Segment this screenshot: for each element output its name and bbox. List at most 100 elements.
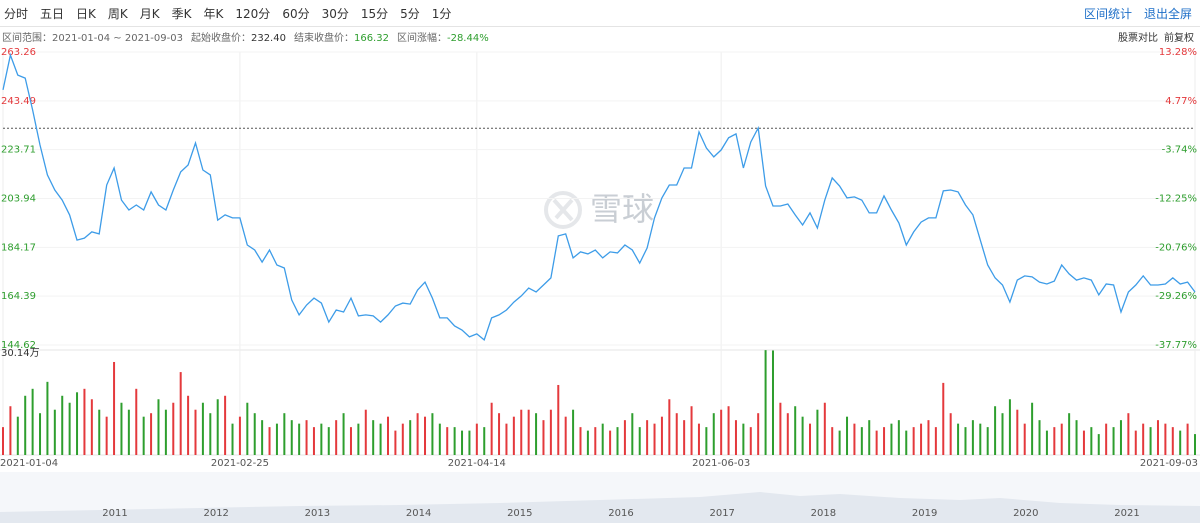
y-tick-label: 263.26 [1, 47, 36, 58]
period-tab[interactable]: 周K [107, 6, 128, 21]
volume-bar [1075, 420, 1078, 455]
period-tab[interactable]: 5分 [400, 6, 420, 21]
action[interactable]: 退出全屏 [1143, 6, 1192, 21]
period-tab[interactable]: 120分 [235, 6, 271, 21]
volume-bar [424, 416, 427, 455]
volume-bar [187, 395, 190, 455]
volume-bar [98, 409, 101, 455]
volume-bar [349, 427, 352, 455]
volume-bar [1023, 423, 1026, 455]
volume-bar [868, 420, 871, 455]
volume-bar [90, 399, 93, 455]
volume-bar [853, 423, 856, 455]
volume-bar [860, 427, 863, 455]
volume-bar [594, 427, 597, 455]
volume-bar [1142, 423, 1145, 455]
period-tab[interactable]: 月K [139, 6, 160, 21]
volume-bar [934, 427, 937, 455]
volume-bar [275, 423, 278, 455]
y2-tick-label: -20.76% [1155, 242, 1197, 253]
period-tab[interactable]: 五日 [40, 6, 65, 21]
navigator-year: 2014 [406, 508, 431, 519]
volume-bar [675, 413, 678, 455]
action[interactable]: 区间统计 [1083, 6, 1132, 21]
volume-bar [705, 427, 708, 455]
volume-bar [1171, 427, 1174, 455]
y-tick-label: 184.17 [1, 242, 36, 253]
volume-bar [1090, 427, 1093, 455]
volume-bar [846, 416, 849, 455]
volume-bar [401, 423, 404, 455]
period-tab[interactable]: 60分 [282, 6, 310, 21]
y2-tick-label: 4.77% [1165, 96, 1197, 107]
option[interactable]: 股票对比 [1118, 32, 1158, 44]
volume-bar [779, 402, 782, 455]
volume-bar [646, 420, 649, 455]
volume-bar [76, 392, 79, 455]
volume-bar [831, 427, 834, 455]
volume-bar [623, 420, 626, 455]
volume-bar [194, 409, 197, 455]
volume-bar [920, 423, 923, 455]
volume-bar [135, 388, 138, 455]
volume-bar [549, 409, 552, 455]
volume-bar [446, 427, 449, 455]
volume-bar [120, 402, 123, 455]
info-item: 起始收盘价：232.40 [191, 29, 286, 44]
info-value: 232.40 [250, 32, 286, 44]
volume-bar [1127, 413, 1130, 455]
period-tab[interactable]: 15分 [360, 6, 389, 21]
volume-bar [942, 382, 945, 455]
info-item: 区间涨幅：-28.44% [397, 29, 489, 44]
period-tab[interactable]: 30分 [321, 6, 349, 21]
volume-bar [364, 409, 367, 455]
volume-bar [905, 430, 908, 455]
y2-tick-label: -37.77% [1155, 340, 1197, 351]
volume-bar [809, 423, 812, 455]
volume-bar [1060, 423, 1063, 455]
volume-bar [268, 427, 271, 455]
volume-bar [127, 409, 130, 455]
volume-bar [1097, 434, 1100, 455]
volume-bar [1156, 420, 1159, 455]
volume-bar [616, 427, 619, 455]
period-tab[interactable]: 日K [76, 6, 96, 21]
period-tab[interactable]: 年K [203, 6, 224, 21]
volume-bar [320, 423, 323, 455]
volume-bar [720, 409, 723, 455]
volume-bar [1119, 420, 1122, 455]
volume-bar [1053, 427, 1056, 455]
volume-bar [261, 420, 264, 455]
volume-bar [609, 430, 612, 455]
volume-bar [1068, 413, 1071, 455]
volume-bar [897, 420, 900, 455]
volume-bar [660, 416, 663, 455]
volume-bar [342, 413, 345, 455]
volume-bar [1149, 427, 1152, 455]
volume-bar [771, 350, 774, 455]
period-tab[interactable]: 季K [171, 6, 192, 21]
period-tab[interactable]: 分时 [4, 6, 29, 21]
actions: 区间统计 退出全屏 [1084, 5, 1200, 22]
volume-bar [216, 399, 219, 455]
y2-tick-label: -29.26% [1155, 291, 1197, 302]
option[interactable]: 前复权 [1164, 32, 1194, 44]
volume-bar [505, 423, 508, 455]
volume-bar [150, 413, 153, 455]
volume-bar [312, 427, 315, 455]
info-label: 起始收盘价： [190, 32, 251, 44]
period-tab[interactable]: 1分 [431, 6, 452, 21]
volume-bar [31, 388, 34, 455]
volume-bar [164, 409, 167, 455]
info-label: 区间涨幅： [396, 32, 447, 44]
volume-bar [986, 427, 989, 455]
range: 区间范围：2021-01-04 ~ 2021-09-03 [2, 29, 183, 44]
watermark: 雪球 [590, 190, 654, 228]
volume-bar [253, 413, 256, 455]
volume-bar [957, 423, 960, 455]
volume-bar [527, 409, 530, 455]
volume-bar [757, 413, 760, 455]
volume-bar [1134, 430, 1137, 455]
